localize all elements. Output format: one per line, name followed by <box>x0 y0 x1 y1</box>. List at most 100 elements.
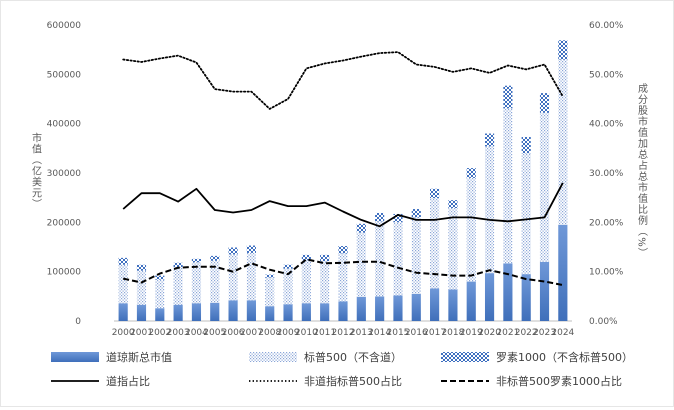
bar-sp500 <box>393 222 403 296</box>
y2-axis-title: 成分股市值加总占总市值比例（%） <box>636 83 648 259</box>
x-tick-label: 2012 <box>332 328 355 338</box>
bar-djia <box>503 263 513 321</box>
bar-djia <box>558 224 568 321</box>
legend-swatch <box>441 352 489 362</box>
line-russell-share <box>122 258 563 286</box>
bar-djia <box>283 304 293 321</box>
bar-russell <box>338 246 348 254</box>
bar-russell <box>301 254 311 261</box>
y2-tick-label: 30.00% <box>589 169 624 179</box>
x-tick-label: 2017 <box>423 328 446 338</box>
y-tick-label: 0 <box>75 317 81 327</box>
x-tick-label: 2022 <box>515 328 538 338</box>
bar-djia <box>521 274 531 321</box>
y-tick-label: 600000 <box>47 21 82 31</box>
legend-label: 道琼斯总市值 <box>106 350 172 364</box>
bar-sp500 <box>320 261 330 304</box>
legend-label: 道指占比 <box>106 374 150 388</box>
x-tick-label: 2013 <box>350 328 373 338</box>
bar-sp500 <box>539 112 550 262</box>
bar-sp500 <box>155 279 165 309</box>
bar-sp500 <box>484 146 495 274</box>
bar-djia <box>301 303 311 321</box>
bar-sp500 <box>246 252 256 301</box>
x-tick-label: 2002 <box>148 328 171 338</box>
bar-russell <box>228 247 238 255</box>
bar-sp500 <box>283 268 293 305</box>
bar-sp500 <box>356 232 366 297</box>
bar-djia <box>466 281 476 321</box>
y2-tick-label: 40.00% <box>589 120 624 130</box>
bar-sp500 <box>558 59 568 225</box>
bar-russell <box>246 245 256 253</box>
x-tick-label: 2023 <box>533 328 556 338</box>
bar-russell <box>375 212 385 222</box>
bar-sp500 <box>521 153 531 275</box>
bar-djia <box>411 293 421 321</box>
bar-djia <box>136 304 147 321</box>
bar-djia <box>338 301 348 321</box>
bar-sp500 <box>173 267 183 305</box>
legend-swatch <box>51 352 99 362</box>
x-tick-label: 2004 <box>185 328 208 338</box>
y-axis-title: 市值（亿美元） <box>30 131 42 209</box>
bar-russell <box>521 136 531 154</box>
bar-sp500 <box>411 217 421 294</box>
bar-djia <box>210 302 220 321</box>
bar-sp500 <box>503 108 513 264</box>
bar-sp500 <box>430 198 440 289</box>
bar-russell <box>191 258 202 263</box>
y2-tick-label: 0.00% <box>589 317 618 327</box>
x-tick-label: 2001 <box>130 328 153 338</box>
bar-russell <box>539 93 550 113</box>
bar-djia <box>265 306 275 321</box>
bar-russell <box>484 133 495 147</box>
y2-tick-label: 50.00% <box>589 70 624 80</box>
bar-russell <box>118 257 128 265</box>
bar-russell <box>155 275 165 280</box>
x-tick-label: 2000 <box>112 328 135 338</box>
legend-swatch <box>249 352 297 362</box>
x-tick-label: 2015 <box>387 328 410 338</box>
bar-russell <box>558 40 568 60</box>
x-tick-label: 2007 <box>240 328 263 338</box>
bar-sp500 <box>375 221 385 297</box>
bar-russell <box>265 274 275 278</box>
bar-djia <box>228 300 238 321</box>
x-tick-label: 2006 <box>222 328 245 338</box>
bar-russell <box>210 255 220 261</box>
y2-tick-label: 60.00% <box>589 21 624 31</box>
bar-russell <box>393 213 403 223</box>
bar-sp500 <box>118 264 128 304</box>
bar-russell <box>466 168 476 178</box>
bar-russell <box>448 200 458 209</box>
y2-tick-label: 10.00% <box>589 268 624 278</box>
x-tick-label: 2009 <box>277 328 300 338</box>
legend-label: 非标普500罗素1000占比 <box>496 374 622 388</box>
bar-djia <box>430 288 440 321</box>
x-tick-label: 2014 <box>368 328 391 338</box>
bar-djia <box>173 304 183 321</box>
bar-sp500 <box>448 208 458 290</box>
bar-russell <box>320 254 330 262</box>
bar-djia <box>191 303 202 321</box>
y-tick-label: 200000 <box>47 218 82 228</box>
bar-sp500 <box>301 260 311 304</box>
bar-russell <box>283 264 293 269</box>
bar-sp500 <box>466 177 476 282</box>
legend-label: 非道指标普500占比 <box>304 374 402 388</box>
y-tick-label: 300000 <box>47 169 82 179</box>
bar-djia <box>448 289 458 321</box>
bar-djia <box>246 300 256 321</box>
bar-djia <box>393 295 403 321</box>
bar-djia <box>320 303 330 321</box>
x-tick-label: 2003 <box>167 328 190 338</box>
x-tick-label: 2010 <box>295 328 318 338</box>
x-tick-label: 2020 <box>478 328 501 338</box>
x-tick-label: 2011 <box>313 328 336 338</box>
bar-sp500 <box>210 260 220 303</box>
bar-djia <box>375 296 385 321</box>
x-tick-label: 2018 <box>441 328 464 338</box>
